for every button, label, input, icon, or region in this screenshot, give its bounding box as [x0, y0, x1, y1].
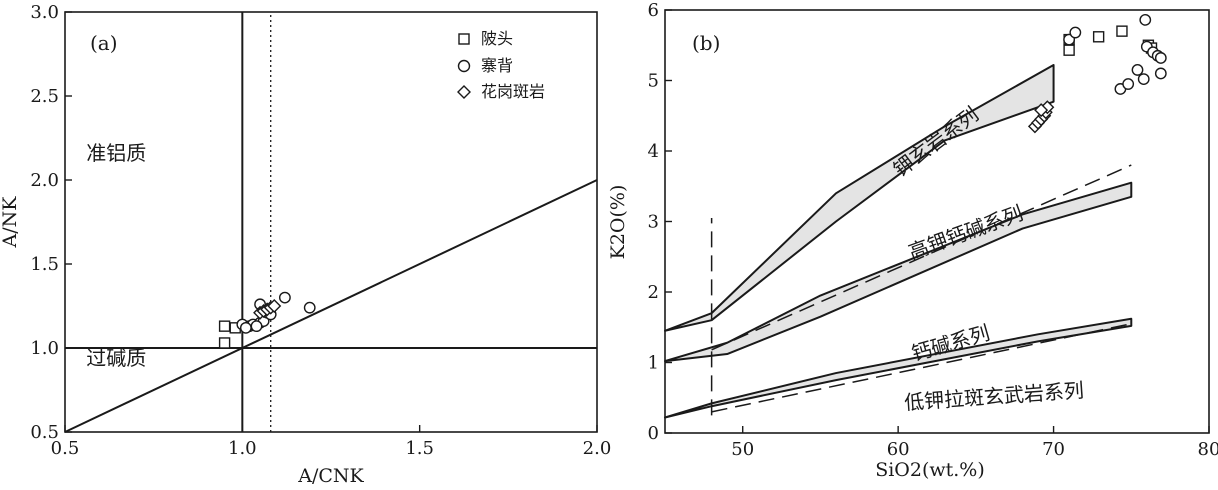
y-tick-label: 5	[648, 71, 659, 92]
x-tick-label: 80	[1198, 439, 1218, 460]
data-point-circle	[303, 301, 316, 314]
y-tick-label: 0	[648, 423, 659, 444]
data-point-diamond	[267, 299, 282, 313]
data-point-circle	[1122, 78, 1135, 90]
data-point-circle	[1131, 64, 1144, 76]
panel-b-label: (b)	[692, 31, 720, 55]
y-tick-label: 3.0	[30, 2, 59, 23]
legend-label: 陂头	[481, 29, 513, 48]
series-band	[664, 63, 1055, 332]
legend-diamond-icon	[457, 85, 471, 99]
panel-a-plot-frame	[64, 11, 598, 433]
legend-label: 寨背	[481, 56, 513, 75]
data-point-square	[1063, 44, 1075, 56]
x-tick-label: 1.5	[405, 438, 434, 459]
y-tick-label: 1.0	[30, 338, 59, 359]
data-point-square	[218, 337, 231, 349]
data-point-diamond	[1034, 103, 1049, 118]
y-tick-label: 6	[648, 0, 659, 21]
data-point-circle	[250, 320, 263, 333]
panel-a-chart: 0.5 1.0 1.5 2.0 0.5 1.0 1.5 2.0 2.5 3.0 (a) 准铝质 过…	[0, 2, 611, 487]
legend-square-icon	[458, 33, 470, 45]
legend: 陂头 寨背 花岗斑岩	[457, 29, 545, 101]
y-tick-label: 4	[648, 141, 659, 162]
x-tick-label: 0.5	[51, 438, 80, 459]
data-point-circle	[1154, 67, 1167, 80]
y-tick-label: 2	[648, 282, 659, 303]
legend-label: 花岗斑岩	[481, 82, 545, 101]
data-point-square	[1092, 31, 1105, 43]
x-tick-label: 50	[731, 439, 754, 460]
y-tick-label: 1	[648, 353, 659, 374]
data-point-circle	[1154, 52, 1167, 64]
y-tick-label: 1.5	[30, 254, 59, 275]
panel-b-plot-frame	[664, 9, 1210, 434]
data-point-square	[218, 320, 231, 332]
x-tick-label: 1.0	[228, 438, 257, 459]
data-point-circle	[1139, 13, 1152, 26]
panel-a-y-axis-label: A/NK	[0, 196, 21, 249]
x-tick-label: 60	[887, 439, 910, 460]
data-point-circle	[278, 291, 291, 304]
y-tick-label: 0.5	[30, 422, 59, 443]
y-tick-label: 2.0	[30, 170, 59, 191]
dashed-boundary-line	[711, 164, 1132, 351]
data-point-square	[1116, 25, 1128, 37]
x-tick-label: 2.0	[583, 438, 612, 459]
x-tick-label: 70	[1042, 439, 1065, 460]
legend-circle-icon	[457, 59, 471, 73]
data-point-circle	[239, 321, 252, 334]
data-point-circle	[1137, 73, 1150, 85]
panel-a-x-axis-label: A/CNK	[297, 465, 364, 487]
series-band	[664, 181, 1133, 363]
field-label-metaluminous: 准铝质	[86, 141, 146, 165]
boundary-line	[64, 179, 598, 433]
field-label-peralkaline: 过碱质	[86, 346, 146, 370]
band-label-low-k-tholeiite: 低钾拉斑玄武岩系列	[903, 378, 1084, 414]
y-tick-label: 3	[648, 212, 659, 233]
band-label-shoshonite: 钾玄岩系列	[889, 102, 983, 181]
panel-a-label: (a)	[90, 31, 118, 55]
y-tick-label: 2.5	[30, 86, 59, 107]
panel-b-y-axis-label: K2O(%)	[607, 185, 629, 260]
data-point-circle	[1069, 26, 1082, 39]
series-band	[664, 317, 1133, 419]
panel-b-x-axis-label: SiO2(wt.%)	[875, 459, 985, 481]
